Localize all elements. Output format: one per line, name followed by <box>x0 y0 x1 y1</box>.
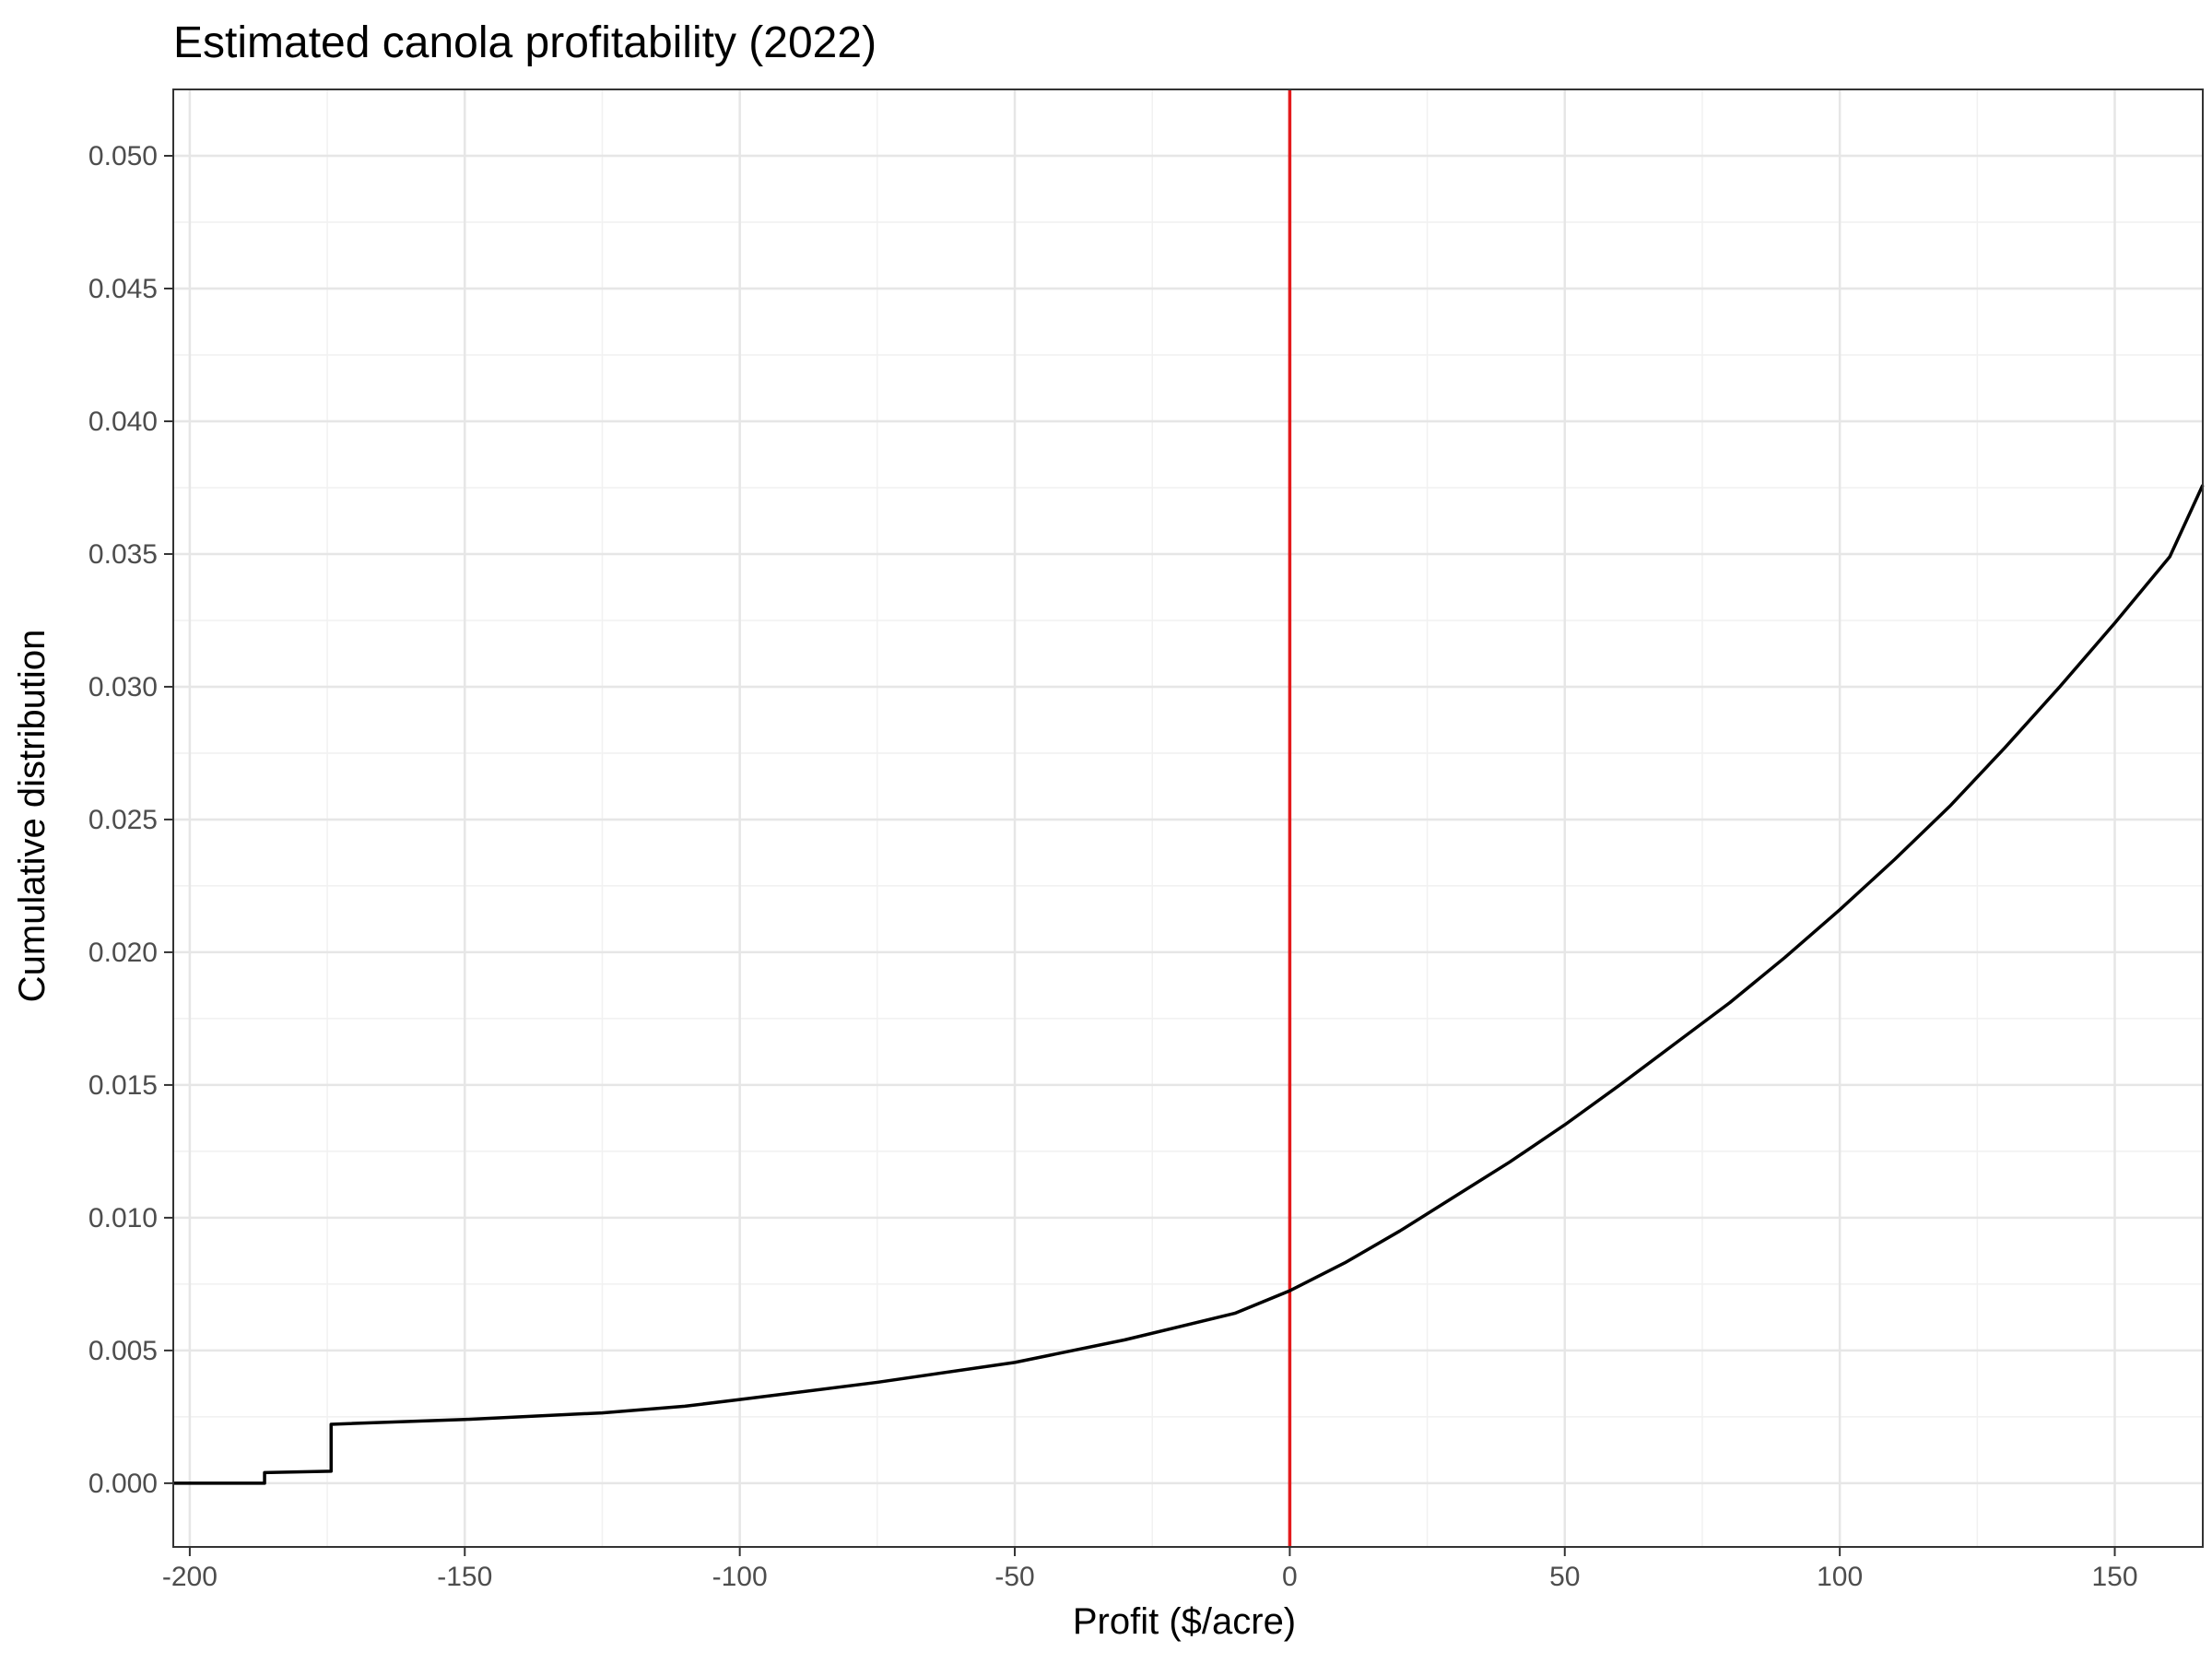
panel-border <box>172 89 2204 1548</box>
x-tick-label: -150 <box>437 1562 492 1592</box>
x-tick-label: -200 <box>162 1562 218 1592</box>
x-tick-label: 150 <box>2091 1562 2137 1592</box>
x-tick-label: 50 <box>1549 1562 1580 1592</box>
x-tick-label: -100 <box>712 1562 768 1592</box>
y-tick-label: 0.050 <box>88 141 158 171</box>
y-tick-label: 0.020 <box>88 938 158 968</box>
y-tick-label: 0.040 <box>88 407 158 437</box>
grid-layer <box>173 89 2203 1547</box>
x-axis: -200 -150 -100 -50 0 50 100 150 <box>162 1547 2138 1592</box>
y-tick-label: 0.005 <box>88 1336 158 1366</box>
chart-title: Estimated canola profitability (2022) <box>173 18 877 67</box>
series-layer <box>173 484 2205 1485</box>
y-tick-label: 0.015 <box>88 1070 158 1101</box>
y-tick-label: 0.025 <box>88 805 158 835</box>
cdf-series-line <box>173 484 2205 1485</box>
y-tick-label: 0.030 <box>88 672 158 702</box>
x-tick-label: 0 <box>1282 1562 1298 1592</box>
y-axis-title: Cumulative distribution <box>12 630 53 1003</box>
y-axis: 0.000 0.005 0.010 0.015 0.020 0.025 0.030 0.035… <box>88 141 173 1499</box>
x-tick-label: 100 <box>1817 1562 1863 1592</box>
x-axis-title: Profit ($/acre) <box>1073 1601 1296 1642</box>
y-tick-label: 0.045 <box>88 274 158 304</box>
y-tick-label: 0.000 <box>88 1469 158 1499</box>
y-tick-label: 0.035 <box>88 539 158 570</box>
y-tick-label: 0.010 <box>88 1203 158 1233</box>
x-tick-label: -50 <box>994 1562 1034 1592</box>
